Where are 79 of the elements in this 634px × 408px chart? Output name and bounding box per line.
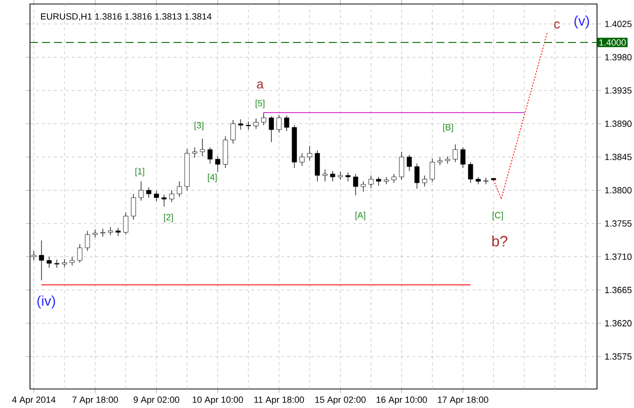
candlestick: [169, 190, 174, 202]
candlestick: [146, 186, 152, 198]
candlestick: [84, 230, 90, 252]
candlestick: [77, 244, 82, 263]
candlestick: [300, 152, 305, 166]
candlestick: [192, 147, 198, 158]
candlestick: [38, 240, 44, 281]
candlestick: [430, 158, 435, 182]
candlestick: [452, 144, 458, 162]
candlestick: [123, 212, 128, 235]
annotation: b?: [492, 236, 508, 246]
candlestick: [468, 162, 474, 184]
annotation: [A]: [355, 212, 366, 220]
x-tick-label: 16 Apr 10:00: [376, 396, 427, 405]
candlestick: [46, 256, 52, 268]
candlestick: [399, 151, 404, 180]
annotation: a: [256, 81, 264, 89]
y-tick-label: 1.3620: [605, 320, 632, 326]
y-tick-label: 1.3710: [605, 254, 632, 260]
annotation: [2]: [164, 214, 173, 222]
candlestick: [208, 147, 213, 164]
candlestick: [62, 258, 67, 268]
x-tick-label: 4 Apr 2014: [12, 396, 56, 405]
x-tick-label: 7 Apr 18:00: [72, 396, 118, 405]
candlestick: [307, 146, 312, 161]
x-tick-label: 9 Apr 02:00: [134, 396, 180, 405]
annotation: [B]: [443, 124, 453, 132]
candlestick: [330, 170, 336, 182]
line-series: [493, 32, 548, 200]
candlestick: [154, 190, 159, 202]
candlestick: [238, 118, 244, 130]
candlestick: [437, 156, 442, 166]
candlestick: [162, 194, 167, 207]
annotation: [C]: [492, 212, 503, 220]
annotation: c: [554, 21, 560, 29]
y-tick-label: 1.4025: [605, 20, 632, 28]
candlestick: [360, 181, 366, 192]
candlestick: [108, 226, 113, 236]
candlestick: [345, 172, 350, 182]
candlestick: [215, 156, 220, 172]
x-tick-label: 15 Apr 02:00: [315, 396, 366, 405]
y-tick-label: 1.3980: [605, 54, 632, 60]
y-tick-label: 1.3755: [605, 220, 632, 227]
candlestick: [391, 174, 396, 184]
candlestick: [314, 150, 320, 182]
candlestick: [261, 112, 266, 126]
y-tick-label: 1.3665: [605, 286, 632, 294]
text: EURUSD,H1 1.3816 1.3816 1.3813 1.3814: [41, 13, 212, 21]
x-tick-label: 17 Apr 18:00: [438, 396, 488, 405]
candlestick: [460, 147, 466, 168]
ref-line-label: 1.4000: [599, 39, 626, 46]
candlestick: [368, 175, 374, 188]
annotation: (v): [574, 16, 590, 29]
candlestick: [138, 181, 144, 201]
candlestick: [422, 175, 428, 187]
candlestick: [284, 115, 290, 132]
candlestick: [200, 138, 205, 157]
candlestick: [230, 120, 236, 144]
y-tick-label: 1.3890: [605, 120, 632, 127]
candlestick: [322, 169, 328, 182]
annotation: [3]: [194, 122, 204, 130]
annotation: [4]: [208, 174, 217, 182]
y-tick-label: 1.3575: [605, 353, 632, 360]
candlestick: [406, 154, 412, 172]
y-tick-label: 1.3935: [605, 87, 632, 94]
candlestick: [276, 114, 282, 133]
candlestick: [268, 116, 274, 142]
candlestick: [414, 163, 420, 190]
annotation: [1]: [135, 168, 144, 176]
x-tick-label: 10 Apr 10:00: [192, 396, 244, 405]
annotation: (iv): [37, 295, 56, 308]
annotation: [5]: [256, 100, 264, 108]
y-tick-label: 1.3845: [605, 154, 632, 160]
candlestick: [176, 181, 182, 198]
x-tick-label: 11 Apr 18:00: [254, 396, 304, 405]
candlestick: [130, 194, 136, 220]
candlestick: [353, 174, 358, 196]
candlestick: [254, 118, 259, 130]
y-tick-label: 1.3800: [605, 187, 632, 194]
